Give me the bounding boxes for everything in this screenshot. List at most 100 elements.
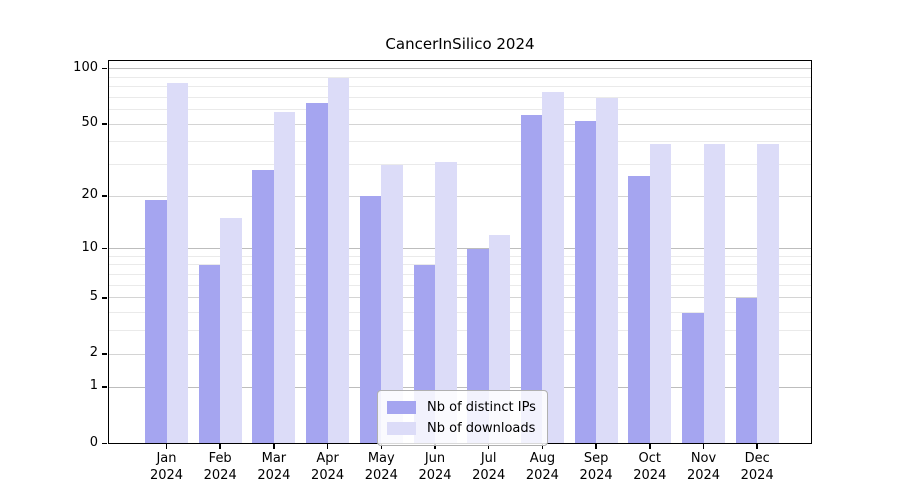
plot-area [108, 60, 812, 444]
gridline-2 [108, 353, 812, 355]
x-tick-mark-sep [595, 444, 597, 449]
y-tick-label-2: 2 [89, 345, 98, 361]
gridline-5 [108, 297, 812, 299]
y-tick-mark-2 [102, 353, 107, 355]
minor-gridline-9 [108, 255, 812, 257]
x-tick-month: Sep [583, 451, 609, 466]
x-tick-label-aug: Aug 2024 [510, 451, 574, 484]
bar-nb-of-downloads-aug [542, 91, 564, 444]
minor-gridline-6 [108, 284, 812, 286]
y-tick-label-20: 20 [81, 187, 98, 203]
legend-label-downloads: Nb of downloads [427, 421, 536, 436]
x-tick-month: Jul [480, 451, 497, 466]
x-tick-month: Feb [208, 451, 232, 466]
x-tick-year: 2024 [579, 467, 613, 483]
x-tick-month: May [367, 451, 395, 466]
minor-gridline-70 [108, 96, 812, 98]
gridline-10 [108, 248, 812, 250]
gridline-20 [108, 195, 812, 197]
bar-nb-of-distinct-ips-mar [252, 169, 274, 444]
y-tick-label-0: 0 [89, 434, 98, 450]
x-tick-mark-dec [756, 444, 758, 449]
bar-nb-of-downloads-may [381, 164, 403, 444]
x-tick-mark-jun [434, 444, 436, 449]
x-tick-month: Apr [316, 451, 339, 466]
y-tick-mark-10 [102, 247, 107, 250]
bar-nb-of-distinct-ips-may [359, 196, 382, 444]
y-tick-mark-100 [102, 67, 107, 70]
y-tick-mark-0 [102, 442, 107, 445]
gridline-50 [108, 123, 812, 125]
x-tick-year: 2024 [686, 467, 721, 483]
x-tick-year: 2024 [203, 467, 237, 483]
x-tick-label-nov: Nov 2024 [672, 451, 736, 484]
x-tick-mark-jul [487, 444, 490, 449]
x-tick-year: 2024 [311, 467, 345, 483]
y-tick-label-50: 50 [81, 115, 98, 131]
legend-row: Nb of downloads [387, 418, 536, 439]
legend-label-distinct-ips: Nb of distinct IPs [427, 400, 536, 415]
x-tick-label-mar: Mar 2024 [242, 451, 306, 484]
x-tick-year: 2024 [633, 467, 667, 483]
bar-nb-of-downloads-feb [220, 218, 242, 444]
bar-nb-of-downloads-jun [435, 161, 457, 444]
x-tick-mark-jan [165, 444, 168, 449]
minor-gridline-8 [108, 264, 812, 266]
x-tick-mark-apr [326, 444, 329, 449]
minor-gridline-90 [108, 76, 812, 78]
y-tick-mark-1 [102, 386, 107, 388]
bar-nb-of-distinct-ips-feb [198, 264, 221, 444]
legend-swatch-downloads [387, 422, 416, 435]
legend-swatch-distinct-ips [387, 401, 416, 414]
x-tick-label-sep: Sep 2024 [564, 451, 628, 484]
x-tick-mark-nov [702, 444, 705, 449]
minor-gridline-60 [108, 109, 812, 110]
x-tick-mark-mar [273, 444, 275, 449]
x-tick-year: 2024 [472, 467, 506, 483]
bar-nb-of-distinct-ips-oct [628, 175, 650, 444]
x-tick-year: 2024 [525, 467, 559, 483]
bar-nb-of-downloads-mar [273, 112, 296, 444]
bar-nb-of-downloads-nov [703, 143, 725, 444]
x-tick-month: Jan [156, 451, 177, 466]
x-tick-year: 2024 [740, 467, 774, 483]
y-tick-label-5: 5 [89, 288, 98, 304]
x-tick-mark-may [380, 444, 383, 449]
x-tick-month: Oct [638, 451, 662, 466]
x-tick-mark-feb [219, 444, 221, 449]
bar-nb-of-downloads-apr [327, 77, 350, 444]
y-tick-mark-20 [102, 195, 107, 197]
x-tick-label-jun: Jun 2024 [403, 451, 467, 484]
x-tick-month: Dec [744, 451, 770, 466]
bar-nb-of-distinct-ips-apr [306, 103, 328, 444]
bar-nb-of-downloads-dec [757, 143, 779, 444]
x-tick-label-apr: Apr 2024 [296, 451, 360, 484]
x-tick-year: 2024 [418, 467, 452, 483]
y-tick-label-100: 100 [73, 59, 98, 75]
minor-gridline-30 [108, 164, 812, 165]
gridline-100 [108, 68, 812, 70]
x-tick-year: 2024 [257, 467, 291, 483]
bar-nb-of-downloads-sep [596, 98, 618, 444]
minor-gridline-7 [108, 274, 812, 276]
bar-nb-of-downloads-oct [649, 143, 672, 444]
y-tick-mark-5 [102, 297, 107, 299]
x-tick-mark-oct [649, 444, 651, 449]
chart-title: CancerInSilico 2024 [385, 35, 535, 53]
minor-gridline-80 [108, 85, 812, 87]
x-tick-month: Jun [424, 451, 446, 466]
gridline-1 [108, 386, 812, 388]
x-tick-label-may: May 2024 [349, 451, 413, 484]
x-tick-year: 2024 [149, 467, 184, 483]
bar-nb-of-distinct-ips-sep [574, 120, 597, 444]
x-tick-mark-aug [541, 444, 544, 449]
bar-nb-of-distinct-ips-dec [735, 297, 758, 444]
x-tick-month: Aug [529, 451, 556, 466]
minor-gridline-4 [108, 312, 812, 314]
x-tick-label-oct: Oct 2024 [618, 451, 682, 484]
legend: Nb of distinct IPs Nb of downloads [377, 390, 548, 446]
x-tick-month: Mar [261, 451, 287, 466]
y-tick-label-1: 1 [89, 378, 98, 394]
x-tick-label-jul: Jul 2024 [457, 451, 521, 484]
bar-nb-of-distinct-ips-nov [682, 312, 704, 444]
